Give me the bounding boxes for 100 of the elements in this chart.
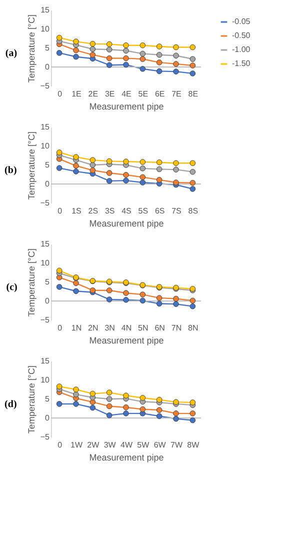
point xyxy=(90,399,96,405)
x-tick-label: 4S xyxy=(122,206,132,216)
y-tick-label: 5 xyxy=(45,394,50,404)
point xyxy=(90,52,96,58)
point xyxy=(123,172,129,178)
point xyxy=(56,284,62,290)
point xyxy=(73,38,79,44)
point xyxy=(56,165,62,171)
point xyxy=(173,61,179,67)
point xyxy=(140,50,146,57)
x-tick-label: 6E xyxy=(154,90,165,98)
x-tick-label: 4N xyxy=(121,324,132,332)
point xyxy=(190,56,196,62)
x-tick-label: 1S xyxy=(72,206,82,216)
point xyxy=(140,56,146,62)
point xyxy=(190,180,196,186)
x-tick-label: 0 xyxy=(58,206,63,216)
x-tick-label: 5N xyxy=(138,324,148,332)
y-tick-label: 5 xyxy=(45,44,50,52)
point xyxy=(56,50,62,56)
legend-label: -0.05 xyxy=(232,17,251,26)
point xyxy=(140,42,146,48)
point xyxy=(90,46,96,52)
point xyxy=(156,176,162,183)
point xyxy=(73,386,79,392)
point xyxy=(173,410,179,416)
point xyxy=(173,180,179,186)
y-tick-label: 10 xyxy=(40,376,50,384)
x-tick-label: 7N xyxy=(171,324,182,332)
point xyxy=(73,168,79,174)
x-tick-label: 5W xyxy=(137,440,150,450)
x-tick-label: 2E xyxy=(88,90,98,98)
y-tick-label: 10 xyxy=(40,24,50,34)
y-tick-label: 15 xyxy=(40,356,50,366)
point xyxy=(173,296,179,302)
point xyxy=(190,168,196,175)
x-axis-title: Measurement pipe xyxy=(89,102,164,112)
point xyxy=(190,62,196,68)
x-tick-label: 3W xyxy=(104,440,116,450)
point xyxy=(90,162,96,168)
x-tick-label: 3N xyxy=(104,324,116,332)
point xyxy=(90,40,96,47)
point xyxy=(140,298,146,304)
point xyxy=(56,384,62,390)
point xyxy=(156,300,162,307)
point xyxy=(156,166,162,172)
point xyxy=(190,70,196,76)
point xyxy=(156,396,162,403)
x-tick-label: 8S xyxy=(188,206,198,216)
point xyxy=(90,167,96,174)
point xyxy=(140,406,146,412)
x-tick-label: 0 xyxy=(58,440,63,450)
y-tick-label: −5 xyxy=(40,82,50,90)
point xyxy=(73,154,79,160)
x-axis-title: Measurement pipe xyxy=(89,452,164,462)
point xyxy=(140,394,146,401)
point xyxy=(140,180,146,186)
point xyxy=(106,62,112,68)
point xyxy=(190,400,196,406)
point xyxy=(140,159,146,165)
point xyxy=(190,160,196,166)
point xyxy=(123,392,129,398)
x-tick-label: 4E xyxy=(122,90,132,98)
point xyxy=(140,292,146,298)
point xyxy=(123,290,129,296)
point xyxy=(190,303,196,310)
y-tick-label: 5 xyxy=(45,278,50,286)
y-axis-title: Temperature [°C] xyxy=(26,365,36,434)
point xyxy=(123,404,129,410)
point xyxy=(156,52,162,58)
point xyxy=(106,296,112,302)
point xyxy=(123,158,129,164)
x-tick-label: 8W xyxy=(187,440,200,450)
point xyxy=(190,417,196,424)
point xyxy=(106,46,112,52)
point xyxy=(190,44,196,50)
y-tick-label: 0 xyxy=(45,62,50,72)
point xyxy=(156,60,162,66)
point xyxy=(156,295,162,301)
point xyxy=(106,158,112,164)
point xyxy=(106,412,112,418)
point xyxy=(123,62,129,68)
point xyxy=(73,280,79,286)
point xyxy=(156,68,162,74)
point xyxy=(173,68,179,74)
point xyxy=(106,396,112,402)
x-tick-label: 2S xyxy=(88,206,98,216)
y-tick-label: 10 xyxy=(40,258,50,268)
point xyxy=(73,288,79,294)
x-tick-label: 7W xyxy=(170,440,183,450)
point xyxy=(156,44,162,50)
y-tick-label: −5 xyxy=(40,198,50,208)
point xyxy=(123,48,129,54)
x-tick-label: 6W xyxy=(154,440,166,450)
x-tick-label: 2W xyxy=(87,440,100,450)
point xyxy=(123,42,129,48)
point xyxy=(140,174,146,180)
point xyxy=(173,160,179,166)
x-axis-title: Measurement pipe xyxy=(89,218,164,228)
x-axis-title: Measurement pipe xyxy=(89,336,164,346)
